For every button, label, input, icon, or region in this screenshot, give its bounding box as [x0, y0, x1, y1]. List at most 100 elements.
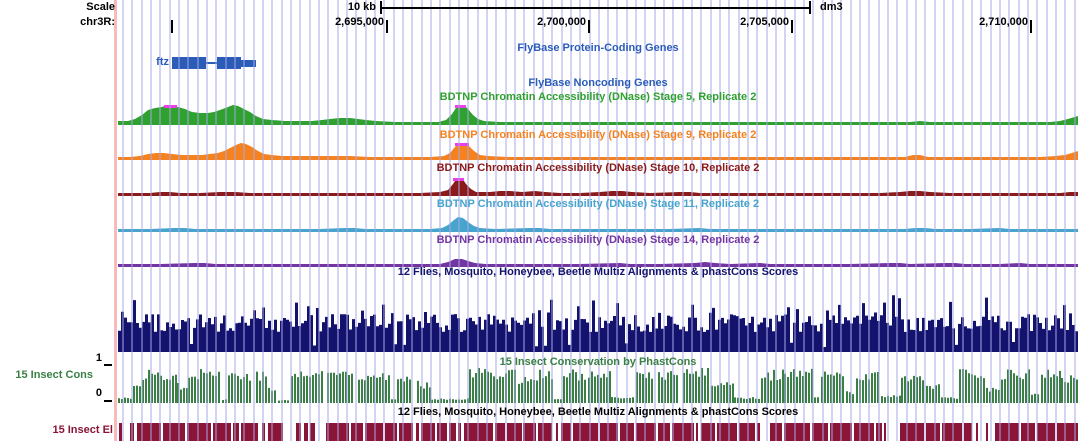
track-title-stage9[interactable]: BDTNP Chromatin Accessibility (DNase) St… [439, 129, 757, 141]
gridline [961, 0, 964, 441]
track-title-stage5[interactable]: BDTNP Chromatin Accessibility (DNase) St… [439, 91, 757, 103]
gridline [728, 0, 731, 441]
gridline [1073, 0, 1076, 441]
gridline [541, 0, 544, 441]
ruler-coordinate-label: 2,695,000 [335, 16, 384, 28]
conserved-element-block[interactable] [926, 423, 940, 441]
gridline [215, 0, 218, 441]
conserved-element-block[interactable] [310, 423, 315, 441]
gridline [672, 0, 675, 441]
conserved-element-block[interactable] [449, 423, 456, 441]
gridline [821, 0, 824, 441]
gridline [793, 0, 796, 441]
track-title-flybase-coding[interactable]: FlyBase Protein-Coding Genes [517, 42, 679, 54]
gridline [280, 0, 283, 441]
clipped-peak-indicator [455, 105, 466, 108]
gridline [485, 0, 488, 441]
conserved-element-block[interactable] [757, 423, 760, 441]
gridline [868, 0, 871, 441]
conserved-element-block[interactable] [296, 423, 301, 441]
conserved-element-block[interactable] [884, 423, 886, 441]
conserved-element-block[interactable] [812, 423, 828, 441]
gridline [1027, 0, 1029, 441]
highlight-line [114, 0, 117, 441]
gridline [691, 0, 694, 441]
conserved-element-block[interactable] [986, 423, 988, 441]
gridline [122, 0, 124, 441]
conserved-element-block[interactable] [784, 423, 810, 441]
gene-exon[interactable] [217, 57, 241, 69]
gridline [719, 0, 722, 441]
track-title-stage11[interactable]: BDTNP Chromatin Accessibility (DNase) St… [436, 198, 760, 210]
conserved-element-block[interactable] [556, 423, 558, 441]
track-title-flybase-noncoding[interactable]: FlyBase Noncoding Genes [528, 77, 668, 89]
conserved-element-block[interactable] [304, 423, 308, 441]
conserved-element-block[interactable] [1057, 423, 1078, 441]
track-left-label-insect-cons[interactable]: 15 Insect Cons [15, 369, 93, 381]
gene-intron[interactable] [206, 62, 218, 64]
gridline [803, 0, 806, 441]
gridline [224, 0, 227, 441]
chrom-label: chr3R: [80, 16, 115, 28]
gridline [635, 0, 638, 441]
track-left-label-insect-elements[interactable]: 15 Insect El [52, 424, 113, 436]
gridline [168, 0, 171, 441]
conserved-element-block[interactable] [900, 423, 924, 441]
conserved-element-block[interactable] [701, 423, 715, 441]
conserved-element-block[interactable] [538, 423, 552, 441]
gridline [523, 0, 526, 441]
gridline [1045, 0, 1048, 441]
conserved-element-block[interactable] [416, 423, 419, 441]
gene-label-ftz[interactable]: ftz [156, 56, 169, 68]
gridline [205, 0, 208, 441]
conserved-element-block[interactable] [854, 423, 874, 441]
gridline [420, 0, 423, 441]
conserved-element-block[interactable] [163, 423, 185, 441]
conserved-element-block[interactable] [717, 423, 737, 441]
track-title-multiz-alignments[interactable]: 12 Flies, Mosquito, Honeybee, Beetle Mul… [397, 266, 799, 278]
gridline [345, 0, 348, 441]
axis-tick-1 [104, 364, 112, 366]
conserved-element-block[interactable] [119, 423, 122, 441]
gridline [401, 0, 404, 441]
conserved-element-block[interactable] [976, 423, 978, 441]
assembly-label: dm3 [820, 1, 843, 13]
track-title-stage14[interactable]: BDTNP Chromatin Accessibility (DNase) St… [436, 234, 760, 246]
gene-utr[interactable] [241, 60, 256, 67]
gridline [971, 0, 974, 441]
ruler-tick [1030, 20, 1032, 33]
gridline [597, 0, 600, 441]
gridline [439, 0, 442, 441]
conserved-element-block[interactable] [421, 423, 435, 441]
gridline [429, 0, 432, 441]
scale-bar-right-tick [809, 1, 811, 14]
conserved-element-block[interactable] [739, 423, 755, 441]
conserved-element-block[interactable] [964, 423, 972, 441]
conserved-element-block[interactable] [573, 423, 598, 441]
scale-bar [380, 7, 811, 9]
gridline [653, 0, 656, 441]
track-title-phastcons[interactable]: 15 Insect Conservation by PhastCons [499, 356, 697, 368]
conserved-element-block[interactable] [942, 423, 962, 441]
conserved-element-block[interactable] [561, 423, 571, 441]
conserved-element-block[interactable] [696, 423, 698, 441]
gridline [495, 0, 498, 441]
conserved-element-block[interactable] [233, 423, 239, 441]
conserved-element-block[interactable] [137, 423, 161, 441]
gridline [905, 0, 908, 441]
gridline [373, 0, 376, 441]
clipped-peak-indicator [455, 143, 469, 146]
conserved-element-block[interactable] [187, 423, 211, 441]
gridline [187, 0, 190, 441]
ruler-coordinate-label: 2,705,000 [740, 16, 789, 28]
conserved-element-block[interactable] [437, 423, 447, 441]
conserved-element-block[interactable] [385, 423, 397, 441]
gridline [887, 0, 890, 441]
track-title-phastcons-elements[interactable]: 12 Flies, Mosquito, Honeybee, Beetle Mul… [397, 406, 799, 418]
track-title-stage10[interactable]: BDTNP Chromatin Accessibility (DNase) St… [436, 162, 760, 174]
gridline [756, 0, 759, 441]
ruler-coordinate-label: 2,710,000 [979, 16, 1028, 28]
gridline [383, 0, 386, 441]
gridline [317, 0, 320, 441]
conserved-element-block[interactable] [495, 423, 505, 441]
